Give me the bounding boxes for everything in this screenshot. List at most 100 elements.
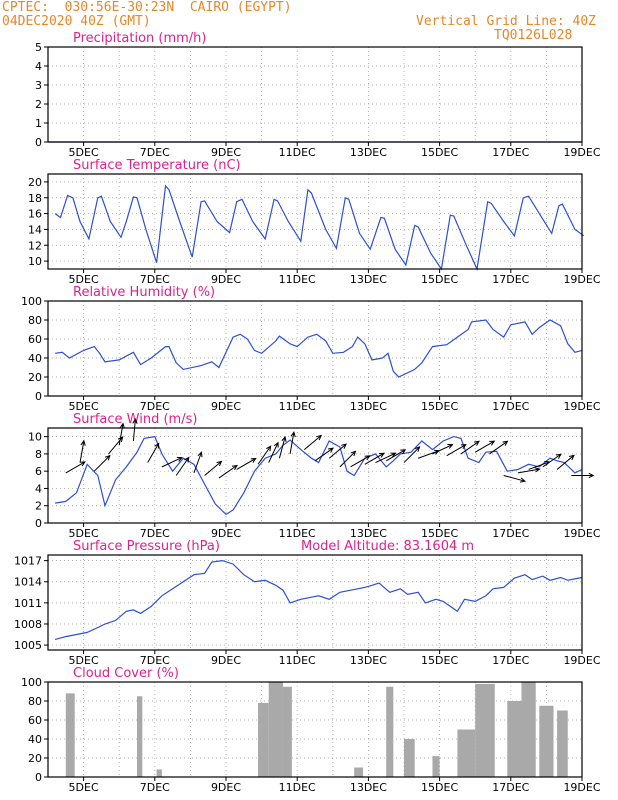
- y-tick-label: 1005: [14, 639, 42, 652]
- header-line2-left: 04DEC2020 40Z (GMT): [2, 14, 151, 29]
- y-tick-label: 2: [35, 98, 42, 111]
- y-tick-label: 100: [21, 676, 42, 689]
- wind-vector: [517, 468, 540, 474]
- x-tick-label: 9DEC: [211, 654, 241, 667]
- wind-vector: [385, 449, 406, 462]
- y-tick-label: 1: [35, 117, 42, 130]
- wind-vector: [118, 423, 124, 446]
- wind-vector: [489, 440, 508, 455]
- panel-frame: [47, 173, 583, 270]
- wind-vector-head: [378, 452, 385, 458]
- header-line1-right: Vertical Grid Line: 40Z: [416, 14, 597, 29]
- wind-vector: [375, 452, 396, 463]
- x-tick-label: 7DEC: [140, 400, 170, 413]
- y-tick-label: 80: [28, 695, 42, 708]
- x-tick-label: 17DEC: [492, 527, 529, 540]
- wind-vector: [65, 461, 86, 474]
- wind-vector-head: [568, 454, 575, 461]
- wind-vector: [446, 444, 467, 457]
- wind-vector: [328, 443, 347, 459]
- wind-vector-head: [350, 450, 357, 457]
- cloud-cover-bar: [539, 705, 554, 777]
- panel-frame: [47, 427, 583, 524]
- x-tick-label: 19DEC: [563, 146, 600, 159]
- x-tick-label: 11DEC: [279, 654, 316, 667]
- header-line2-right: TQ0126L028: [494, 28, 573, 43]
- y-tick-label: 0: [35, 390, 42, 403]
- y-tick-label: 18: [28, 192, 42, 205]
- cloud-cover-bar: [557, 710, 568, 777]
- wind-vector-head: [119, 422, 125, 429]
- y-tick-label: 0: [35, 517, 42, 530]
- wind-vector: [418, 450, 440, 459]
- series-line: [54, 184, 585, 272]
- wind-vector-head: [414, 446, 421, 452]
- panel-title: Cloud Cover (%): [73, 666, 179, 681]
- y-tick-label: 1008: [14, 618, 42, 631]
- wind-vector: [289, 432, 295, 454]
- cloud-cover-bar: [137, 696, 143, 777]
- x-tick-label: 5DEC: [69, 527, 99, 540]
- cloud-cover-bar: [521, 682, 536, 777]
- x-tick-label: 9DEC: [211, 781, 241, 794]
- y-tick-label: 100: [21, 295, 42, 308]
- wind-vector-head: [231, 464, 238, 471]
- cloud-cover-bar: [258, 702, 269, 777]
- series-line: [55, 435, 583, 516]
- wind-vector: [556, 454, 575, 470]
- panel-title: Precipitation (mm/h): [73, 31, 206, 46]
- wind-vector-head: [588, 472, 595, 479]
- y-tick-label: 16: [28, 208, 42, 221]
- y-tick-label: 0: [35, 771, 42, 784]
- wind-vector-head: [473, 440, 480, 446]
- x-tick-label: 15DEC: [421, 273, 458, 286]
- wind-vector: [403, 446, 420, 463]
- x-tick-label: 15DEC: [421, 400, 458, 413]
- wind-vector: [236, 458, 256, 470]
- y-tick-label: 10: [28, 431, 42, 444]
- y-tick-label: 4: [35, 482, 42, 495]
- wind-vector: [147, 443, 160, 463]
- wind-vector-head: [390, 452, 397, 458]
- cloud-cover-bar: [475, 683, 495, 777]
- x-tick-label: 19DEC: [563, 527, 600, 540]
- wind-vector-head: [104, 454, 111, 461]
- cloud-cover-bar: [457, 729, 476, 777]
- wind-vector-head: [460, 444, 467, 450]
- wind-vector: [268, 442, 279, 463]
- y-tick-label: 4: [35, 60, 42, 73]
- wind-vector: [432, 444, 453, 455]
- y-tick-label: 1017: [14, 555, 42, 568]
- y-tick-label: 1014: [14, 576, 42, 589]
- x-tick-label: 9DEC: [211, 400, 241, 413]
- wind-vector: [79, 440, 85, 463]
- wind-vector-head: [341, 443, 347, 449]
- x-tick-label: 17DEC: [492, 781, 529, 794]
- x-tick-label: 17DEC: [492, 273, 529, 286]
- x-tick-label: 5DEC: [69, 146, 99, 159]
- x-tick-label: 19DEC: [563, 273, 600, 286]
- x-tick-label: 13DEC: [350, 654, 387, 667]
- wind-vector-head: [184, 456, 190, 463]
- x-tick-label: 7DEC: [140, 273, 170, 286]
- wind-vector: [503, 475, 526, 482]
- wind-vector-head: [364, 455, 371, 461]
- wind-vector-head: [273, 441, 279, 448]
- x-tick-label: 5DEC: [69, 781, 99, 794]
- x-tick-label: 19DEC: [563, 781, 600, 794]
- panel-annotation: Model Altitude: 83.1604 m: [301, 539, 474, 554]
- y-tick-label: 0: [35, 136, 42, 149]
- x-tick-label: 15DEC: [421, 781, 458, 794]
- cloud-cover-bar: [386, 686, 394, 777]
- wind-vector: [161, 457, 183, 468]
- wind-vector-head: [400, 449, 407, 455]
- y-tick-label: 80: [28, 314, 42, 327]
- wind-vector: [350, 455, 370, 468]
- wind-vector: [303, 435, 322, 450]
- x-tick-label: 11DEC: [279, 781, 316, 794]
- wind-vector-head: [176, 456, 183, 462]
- y-tick-label: 5: [35, 41, 42, 54]
- wind-vector: [460, 440, 480, 455]
- y-tick-label: 8: [35, 448, 42, 461]
- panel-frame: [47, 681, 583, 778]
